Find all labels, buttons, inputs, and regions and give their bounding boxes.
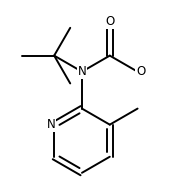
Text: O: O: [105, 15, 114, 28]
Text: N: N: [47, 118, 55, 131]
Text: N: N: [78, 65, 86, 78]
Text: O: O: [136, 65, 145, 78]
